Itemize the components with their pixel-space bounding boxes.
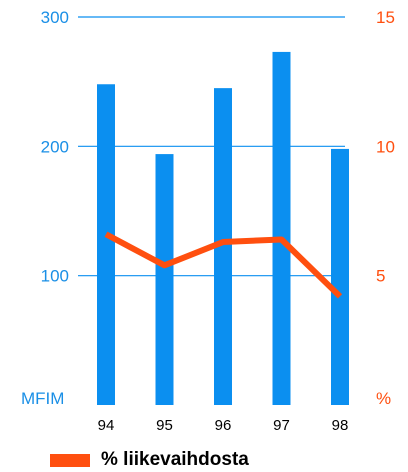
legend-line-swatch: [50, 453, 90, 467]
right-tick-label: 15: [376, 8, 395, 27]
right-tick-label: 10: [376, 137, 395, 156]
bar-96: [214, 88, 232, 405]
right-tick-label: 5: [376, 267, 385, 286]
bar-98: [331, 148, 349, 406]
grid-lines: [78, 16, 345, 277]
x-tick-label: 98: [332, 417, 349, 434]
left-tick-label: 200: [41, 137, 69, 156]
right-axis-ticks: 5 10 15: [376, 8, 395, 286]
left-axis-unit-label: MFIM: [21, 389, 64, 408]
x-tick-label: 96: [215, 417, 232, 434]
combo-chart: 100 200 300 5 10 15 94 95 96 97 98 MFIM %: [21, 8, 395, 434]
right-axis-unit-label: %: [376, 389, 391, 408]
legend: % liikevaihdosta: [50, 448, 249, 472]
line-percent-of-revenue: [104, 231, 343, 299]
bar-series: [97, 51, 349, 406]
x-axis-ticks: 94 95 96 97 98: [98, 417, 349, 434]
left-tick-label: 300: [41, 8, 69, 27]
x-tick-label: 95: [156, 417, 173, 434]
bar-97: [272, 51, 291, 406]
x-tick-label: 94: [98, 417, 115, 434]
bar-95: [155, 154, 174, 405]
bar-94: [97, 84, 115, 406]
x-tick-label: 97: [273, 417, 290, 434]
line-series: [104, 231, 343, 299]
left-axis-ticks: 100 200 300: [41, 8, 69, 286]
left-tick-label: 100: [41, 267, 69, 286]
legend-line-label: % liikevaihdosta: [101, 449, 249, 470]
